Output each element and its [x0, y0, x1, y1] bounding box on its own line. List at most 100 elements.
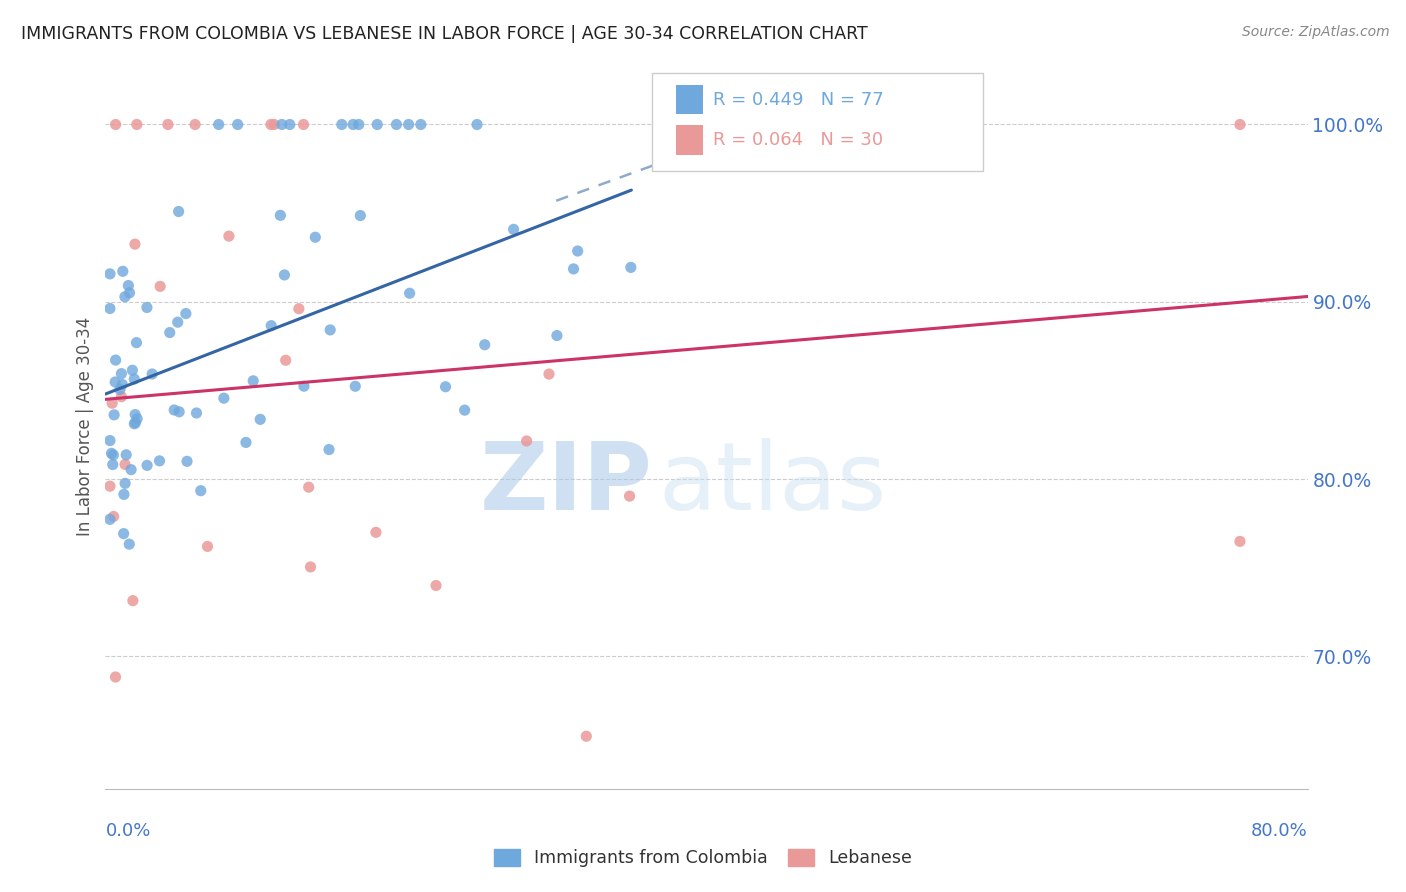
Point: [409, 118, 432, 132]
Point: [184, 118, 207, 132]
Point: [273, 268, 295, 282]
Point: [516, 434, 538, 448]
Point: [398, 286, 420, 301]
Point: [347, 118, 370, 132]
Point: [125, 118, 148, 132]
FancyBboxPatch shape: [676, 126, 703, 154]
Point: [208, 118, 231, 132]
Point: [115, 448, 138, 462]
Point: [104, 670, 127, 684]
Point: [288, 301, 311, 316]
Point: [176, 454, 198, 468]
Point: [104, 375, 127, 389]
Text: atlas: atlas: [658, 438, 887, 530]
Point: [124, 372, 146, 386]
Point: [292, 379, 315, 393]
Point: [110, 367, 132, 381]
Point: [166, 315, 188, 329]
Point: [344, 379, 367, 393]
Point: [101, 396, 124, 410]
FancyBboxPatch shape: [676, 86, 703, 114]
Point: [98, 434, 121, 448]
Point: [159, 326, 181, 340]
Point: [103, 408, 125, 422]
Point: [319, 323, 342, 337]
Point: [108, 383, 131, 397]
Point: [114, 290, 136, 304]
Point: [104, 353, 127, 368]
Point: [278, 118, 301, 132]
Text: Source: ZipAtlas.com: Source: ZipAtlas.com: [1241, 25, 1389, 39]
Point: [242, 374, 264, 388]
Point: [101, 458, 124, 472]
Point: [118, 537, 141, 551]
Point: [124, 237, 146, 252]
Point: [318, 442, 340, 457]
Point: [190, 483, 212, 498]
Point: [269, 208, 291, 222]
Point: [434, 380, 457, 394]
Y-axis label: In Labor Force | Age 30-34: In Labor Force | Age 30-34: [76, 317, 94, 535]
Point: [125, 335, 148, 350]
Point: [562, 261, 585, 276]
Point: [135, 301, 157, 315]
Point: [537, 367, 560, 381]
Point: [620, 260, 643, 275]
Point: [385, 118, 408, 132]
Point: [121, 363, 143, 377]
Point: [124, 408, 146, 422]
Point: [212, 391, 235, 405]
Point: [104, 118, 127, 132]
Point: [124, 417, 146, 431]
FancyBboxPatch shape: [652, 73, 983, 171]
Point: [149, 279, 172, 293]
Point: [127, 411, 149, 425]
Point: [304, 230, 326, 244]
Point: [197, 540, 219, 554]
Point: [249, 412, 271, 426]
Text: ZIP: ZIP: [479, 438, 652, 530]
Text: 80.0%: 80.0%: [1251, 822, 1308, 840]
Point: [117, 278, 139, 293]
Point: [218, 229, 240, 244]
Point: [163, 403, 186, 417]
Point: [148, 454, 170, 468]
Point: [342, 118, 364, 132]
Legend: Immigrants from Colombia, Lebanese: Immigrants from Colombia, Lebanese: [486, 842, 920, 874]
Point: [567, 244, 589, 258]
Point: [122, 593, 145, 607]
Text: IMMIGRANTS FROM COLOMBIA VS LEBANESE IN LABOR FORCE | AGE 30-34 CORRELATION CHAR: IMMIGRANTS FROM COLOMBIA VS LEBANESE IN …: [21, 25, 868, 43]
Point: [100, 446, 122, 460]
Point: [274, 353, 297, 368]
Point: [141, 367, 163, 381]
Point: [235, 435, 257, 450]
Point: [263, 118, 285, 132]
Point: [330, 118, 353, 132]
Point: [112, 526, 135, 541]
Text: R = 0.064   N = 30: R = 0.064 N = 30: [713, 131, 883, 149]
Point: [114, 458, 136, 472]
Point: [366, 118, 388, 132]
Point: [398, 118, 420, 132]
Point: [98, 479, 121, 493]
Point: [98, 267, 121, 281]
Point: [474, 337, 496, 351]
Point: [103, 448, 125, 462]
Text: 0.0%: 0.0%: [105, 822, 150, 840]
Point: [124, 416, 146, 430]
Point: [619, 489, 641, 503]
Point: [270, 118, 292, 132]
Point: [260, 318, 283, 333]
Point: [425, 578, 447, 592]
Point: [174, 307, 197, 321]
Point: [1229, 534, 1251, 549]
Point: [156, 118, 179, 132]
Point: [111, 264, 134, 278]
Point: [575, 729, 598, 743]
Point: [1229, 118, 1251, 132]
Point: [298, 480, 321, 494]
Point: [502, 222, 524, 236]
Point: [112, 487, 135, 501]
Text: R = 0.449   N = 77: R = 0.449 N = 77: [713, 91, 883, 109]
Point: [98, 301, 121, 316]
